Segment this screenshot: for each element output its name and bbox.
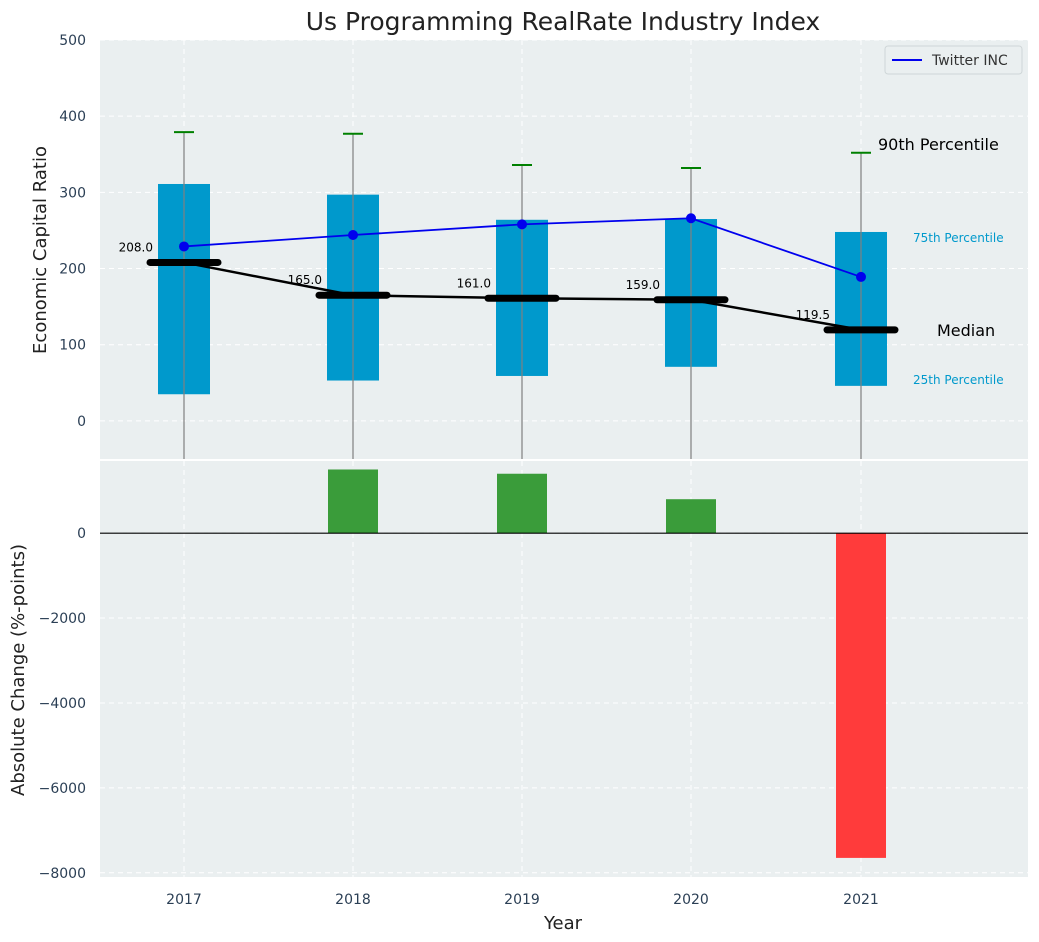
x-tick-label-2021: 2021	[843, 892, 879, 908]
change-bar-2018	[328, 469, 378, 534]
median-label-2018: 165.0	[288, 273, 322, 287]
top-y-axis-label: Economic Capital Ratio	[30, 146, 51, 354]
top-plot-background	[100, 40, 1028, 459]
top-y-tick-label: 300	[59, 185, 86, 201]
bottom-panel: −8000 −6000 −4000 −2000 0 Absolute Change (%…	[8, 461, 1028, 882]
x-tick-label-2017: 2017	[166, 892, 202, 908]
company-point-2021	[856, 271, 866, 282]
median-label-2019: 161.0	[457, 276, 491, 290]
company-point-2017	[179, 241, 189, 252]
bottom-plot-background	[100, 461, 1028, 877]
change-bar-2021	[836, 533, 886, 858]
annotation-75th-percentile: 75th Percentile	[913, 231, 1004, 245]
top-panel: 0 100 200 300 400 500 208.0 165.0 161.0 159.0 119…	[30, 33, 1028, 459]
bottom-y-axis-label: Absolute Change (%-points)	[8, 544, 29, 796]
top-y-tick-label: 0	[77, 414, 86, 430]
company-point-2020	[686, 213, 696, 224]
x-tick-label-2020: 2020	[673, 892, 709, 908]
median-label-2017: 208.0	[119, 240, 153, 254]
median-label-2020: 159.0	[626, 278, 660, 292]
x-tick-label-2018: 2018	[335, 892, 371, 908]
top-y-tick-label: 500	[59, 33, 86, 49]
legend-label: Twitter INC	[931, 53, 1008, 69]
chart-title: Us Programming RealRate Industry Index	[306, 7, 820, 36]
legend-box	[884, 45, 1023, 75]
median-label-2021: 119.5	[796, 308, 830, 322]
bottom-y-tick-label: −2000	[39, 611, 86, 627]
bottom-y-tick-label: −8000	[39, 866, 86, 882]
x-axis-label: Year	[543, 913, 583, 934]
company-point-2018	[348, 230, 358, 241]
bottom-y-tick-label: 0	[77, 526, 86, 542]
annotation-25th-percentile: 25th Percentile	[913, 373, 1004, 387]
top-y-tick-label: 200	[59, 262, 86, 278]
change-bar-2019	[497, 473, 547, 534]
bottom-y-tick-label: −4000	[39, 696, 86, 712]
company-point-2019	[517, 219, 527, 230]
bottom-y-tick-label: −6000	[39, 781, 86, 797]
annotation-median: Median	[937, 321, 995, 340]
legend: Twitter INC	[884, 45, 1023, 75]
top-y-tick-label: 100	[59, 338, 86, 354]
annotation-90th-percentile: 90th Percentile	[878, 135, 999, 154]
top-y-tick-label: 400	[59, 109, 86, 125]
x-tick-label-2019: 2019	[504, 892, 540, 908]
change-bar-2020	[666, 499, 716, 534]
